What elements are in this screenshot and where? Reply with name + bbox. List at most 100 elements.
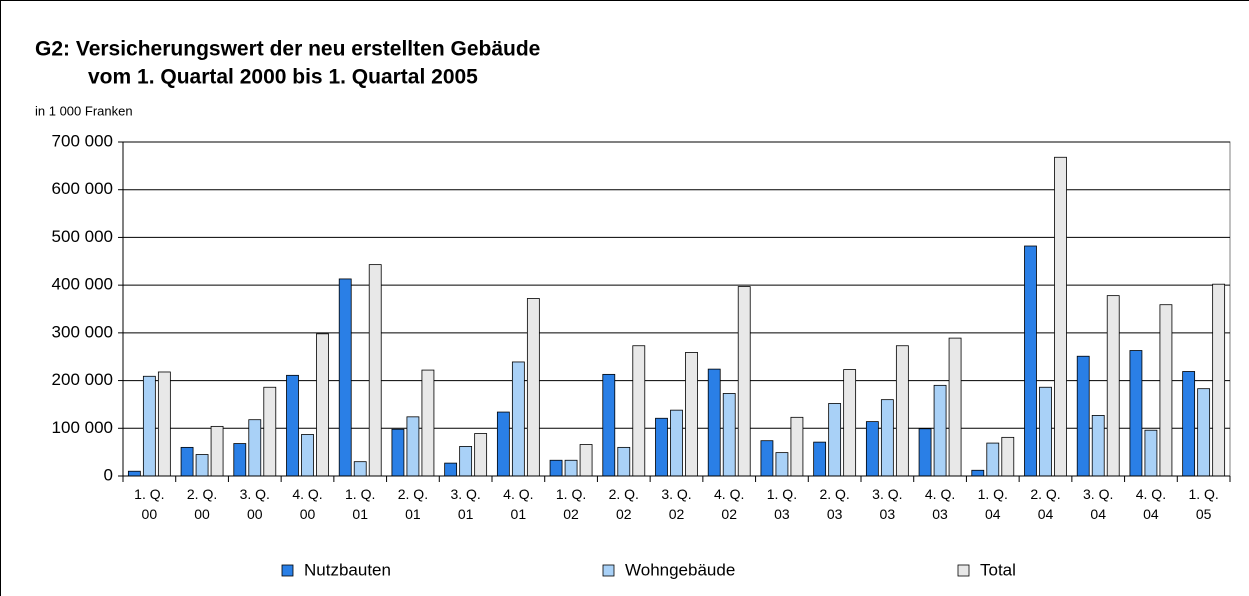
bar	[195, 454, 209, 477]
x-tick-label: 3. Q. 02	[661, 486, 692, 522]
bar	[1091, 415, 1105, 477]
bar	[127, 470, 141, 477]
x-tick-label: 2. Q. 00	[186, 486, 218, 522]
bar	[655, 417, 668, 477]
x-tick-label: 4. Q. 01	[503, 486, 534, 522]
chart-title: G2: Versicherungswert der neu erstellten…	[35, 38, 540, 61]
bar	[1159, 304, 1173, 477]
x-tick-label: 1. Q. 03	[766, 486, 798, 522]
bar	[843, 369, 857, 477]
x-tick-label: 3. Q. 04	[1083, 486, 1114, 522]
bar	[210, 425, 224, 477]
y-tick-label: 400 000	[52, 275, 113, 294]
bar	[474, 433, 488, 477]
y-axis-label: in 1 000 Franken	[35, 103, 133, 118]
bar	[157, 371, 171, 477]
y-tick-label: 100 000	[52, 418, 113, 437]
bar	[1129, 350, 1143, 477]
x-tick-label: 4. Q. 00	[292, 486, 323, 522]
bar	[971, 469, 985, 477]
bar	[1039, 386, 1052, 477]
bar	[1001, 436, 1015, 477]
bar	[248, 419, 262, 477]
legend-swatch	[602, 564, 615, 577]
x-tick-label: 1. Q. 05	[1188, 486, 1219, 522]
legend-label: Wohngebäude	[625, 560, 735, 579]
legend-swatch	[957, 564, 970, 577]
chart-subtitle: vom 1. Quartal 2000 bis 1. Quartal 2005	[88, 66, 478, 89]
x-tick-label: 1. Q. 01	[345, 486, 376, 522]
bar	[1212, 283, 1226, 477]
bar	[670, 409, 683, 477]
bar	[632, 345, 646, 477]
bar	[775, 452, 789, 477]
bar	[986, 442, 1000, 477]
bar	[813, 441, 827, 477]
x-tick-label: 2. Q. 03	[819, 486, 850, 522]
bar	[1076, 355, 1090, 477]
bar	[579, 444, 593, 477]
x-tick-label: 3. Q. 01	[450, 486, 481, 522]
bar	[564, 459, 578, 477]
bar	[865, 421, 879, 477]
bar	[933, 384, 947, 477]
bar	[617, 446, 631, 477]
bar	[263, 386, 277, 477]
bar	[685, 352, 698, 477]
x-tick-label: 4. Q. 04	[1135, 486, 1167, 522]
bar	[602, 373, 616, 477]
bar	[233, 443, 247, 477]
legend-label: Nutzbauten	[304, 560, 391, 579]
bar	[368, 264, 382, 477]
bar	[918, 428, 932, 477]
x-tick-label: 2. Q. 02	[608, 486, 639, 522]
x-tick-label: 1. Q. 00	[134, 486, 165, 522]
x-tick-label: 1. Q. 02	[555, 486, 587, 522]
y-tick-label: 500 000	[52, 227, 113, 246]
bar	[1106, 295, 1120, 477]
bar	[180, 446, 194, 477]
x-tick-label: 4. Q. 03	[924, 486, 956, 522]
bar	[737, 286, 751, 477]
y-tick-label: 300 000	[52, 322, 113, 341]
bar	[286, 374, 299, 477]
bar	[1024, 245, 1037, 477]
bar	[895, 345, 909, 477]
x-tick-label: 4. Q. 02	[714, 486, 745, 522]
bar	[1197, 388, 1211, 477]
x-tick-label: 2. Q. 01	[397, 486, 429, 522]
bar	[1144, 429, 1158, 477]
bar	[549, 459, 563, 477]
bar	[142, 375, 156, 477]
x-tick-label: 3. Q. 00	[239, 486, 270, 522]
bar	[526, 298, 540, 477]
bar	[353, 461, 367, 477]
bar	[406, 416, 420, 477]
bar	[301, 434, 314, 477]
bar	[316, 333, 329, 477]
bar	[1182, 371, 1196, 477]
bar	[511, 361, 525, 477]
bar	[444, 462, 458, 477]
bar	[880, 399, 894, 477]
bar	[421, 369, 435, 477]
y-tick-label: 700 000	[52, 131, 113, 150]
y-tick-label: 600 000	[52, 179, 113, 198]
bar	[391, 428, 405, 477]
bar	[948, 337, 962, 477]
y-tick-label: 0	[104, 465, 113, 484]
bar	[828, 403, 842, 477]
legend-label: Total	[980, 560, 1016, 579]
bar	[722, 393, 736, 477]
bar	[707, 368, 721, 477]
bar	[1054, 156, 1067, 477]
x-tick-label: 3. Q. 03	[872, 486, 903, 522]
y-tick-label: 200 000	[52, 370, 113, 389]
bar	[496, 411, 510, 477]
bar	[338, 278, 352, 477]
bar	[459, 446, 473, 477]
x-tick-label: 2. Q. 04	[1030, 486, 1061, 522]
